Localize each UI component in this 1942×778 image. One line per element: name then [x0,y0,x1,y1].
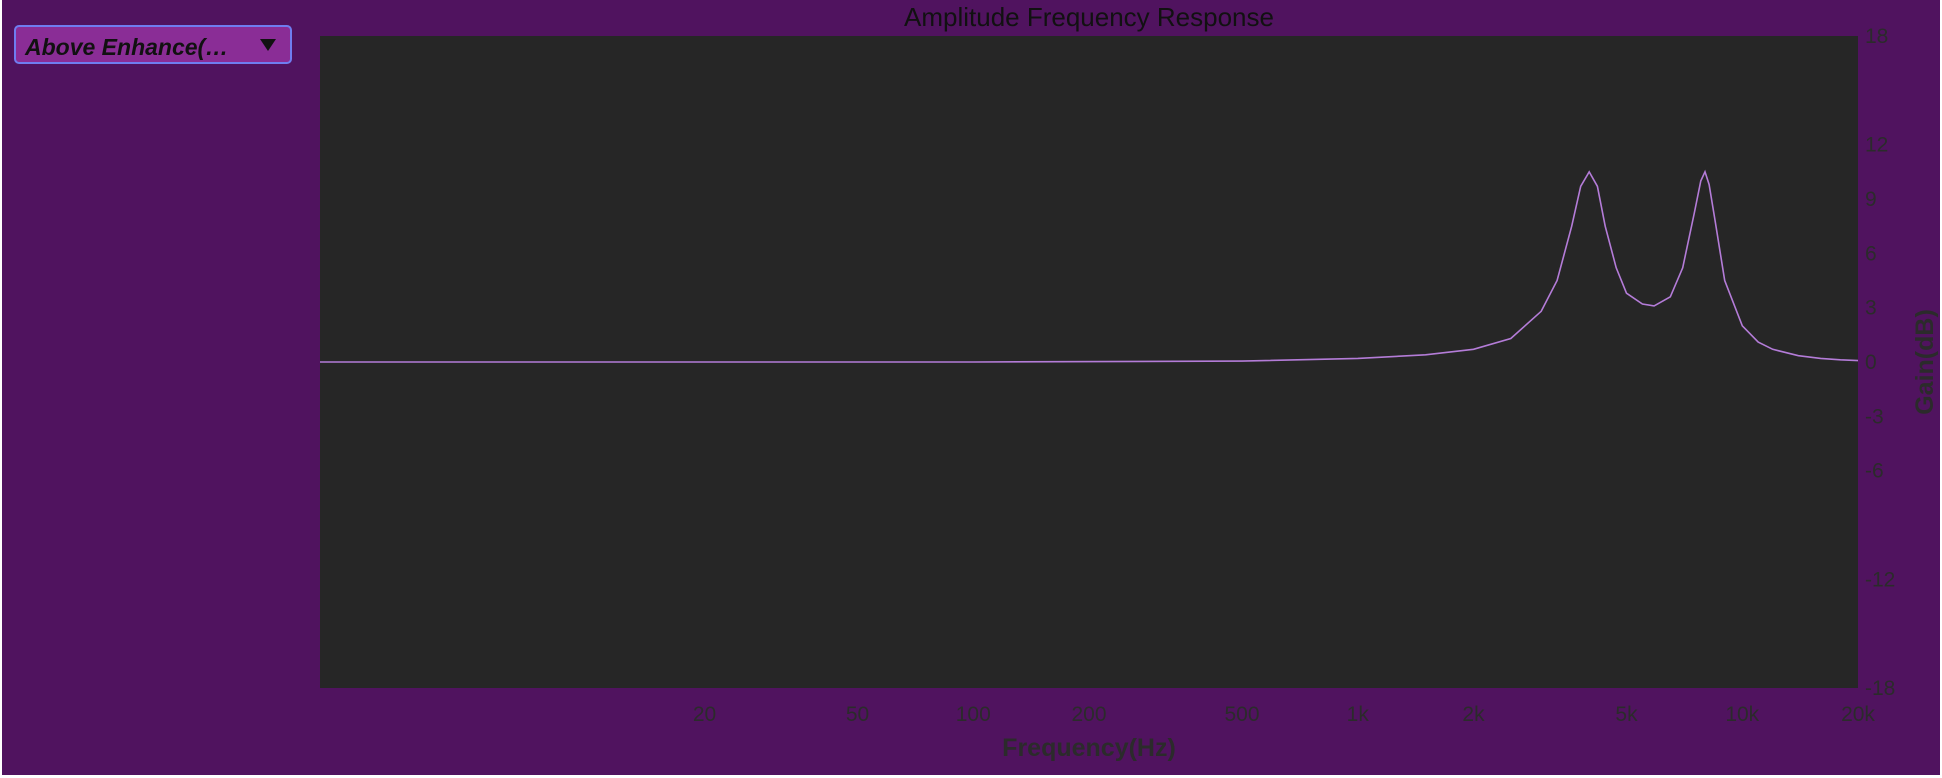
preset-dropdown[interactable]: Above Enhance(… [14,25,292,64]
x-tick-label: 200 [1071,703,1106,726]
y-tick-label: -18 [1865,677,1895,700]
y-tick-label: 12 [1865,134,1888,157]
x-tick-label: 100 [956,703,991,726]
y-tick-label: -3 [1865,405,1884,428]
response-curve [320,169,1859,363]
y-axis-ticks: 18 12 9 6 3 0 -3 -6 -12 -18 [1865,25,1895,700]
triangle-down-icon [260,39,276,51]
x-tick-label: 20k [1841,703,1875,726]
y-tick-label: 18 [1865,25,1888,48]
x-axis-title: Frequency(Hz) [1002,734,1176,762]
y-axis-title: Gain(dB) [1911,309,1939,415]
y-tick-label: 9 [1865,188,1877,211]
y-tick-label: 6 [1865,242,1877,265]
x-tick-label: 5k [1615,703,1638,726]
preset-dropdown-label: Above Enhance(… [25,34,229,60]
x-tick-label: 10k [1725,703,1759,726]
x-tick-label: 20 [693,703,716,726]
chart-title: Amplitude Frequency Response [904,2,1274,32]
x-tick-label: 2k [1462,703,1485,726]
x-tick-label: 50 [846,703,869,726]
y-tick-label: -12 [1865,568,1895,591]
x-tick-label: 500 [1224,703,1259,726]
y-tick-label: 0 [1865,351,1877,374]
y-tick-label: 3 [1865,297,1877,320]
x-tick-label: 1k [1347,703,1370,726]
x-axis-ticks: 20 50 100 200 500 1k 2k 5k 10k 20k [693,703,1876,726]
y-tick-label: -6 [1865,460,1884,483]
